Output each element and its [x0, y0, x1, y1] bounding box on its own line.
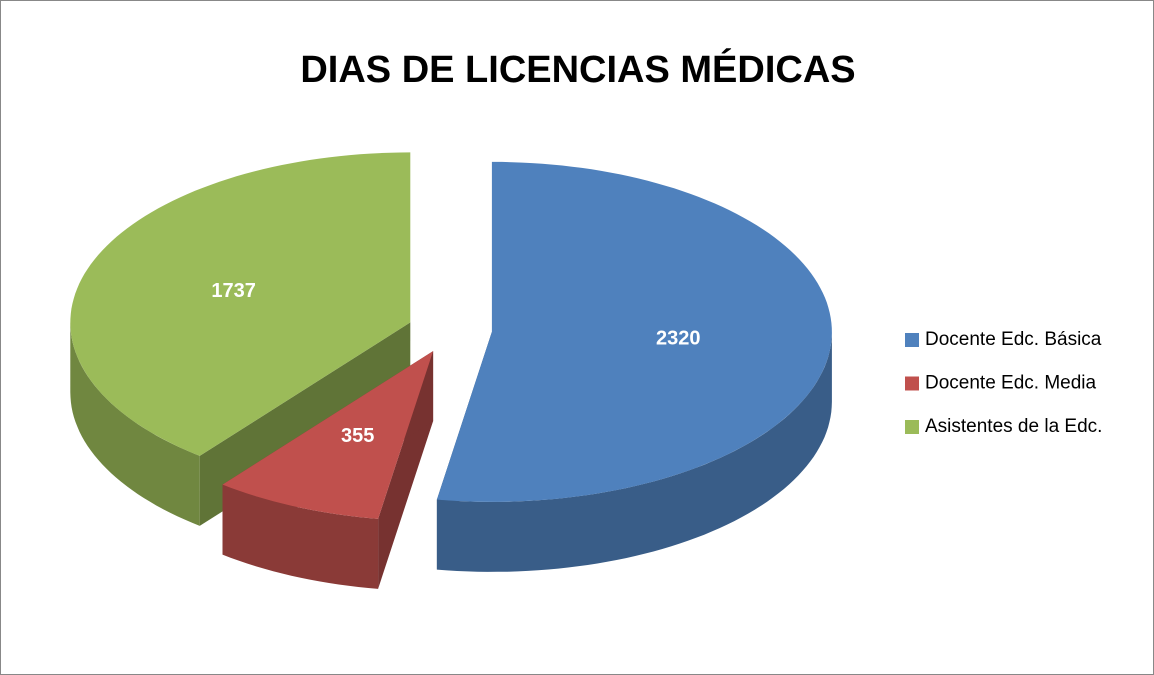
- chart-title: DIAS DE LICENCIAS MÉDICAS: [300, 47, 855, 91]
- legend-label: Asistentes de la Edc.: [925, 416, 1102, 437]
- data-label: 1737: [211, 280, 256, 302]
- data-label: 2320: [656, 328, 701, 350]
- legend-swatch: [905, 333, 919, 347]
- legend-label: Docente Edc. Básica: [925, 329, 1102, 350]
- slice-wall: [436, 331, 832, 572]
- data-label: 355: [341, 425, 374, 447]
- legend-swatch: [905, 420, 919, 434]
- slice-wall: [222, 484, 379, 589]
- legend-swatch: [905, 376, 919, 391]
- slice: [70, 152, 411, 456]
- legend-label: Docente Edc. Media: [925, 373, 1097, 394]
- slice: [436, 161, 832, 502]
- slice: [222, 351, 434, 519]
- slice-wall: [70, 322, 200, 526]
